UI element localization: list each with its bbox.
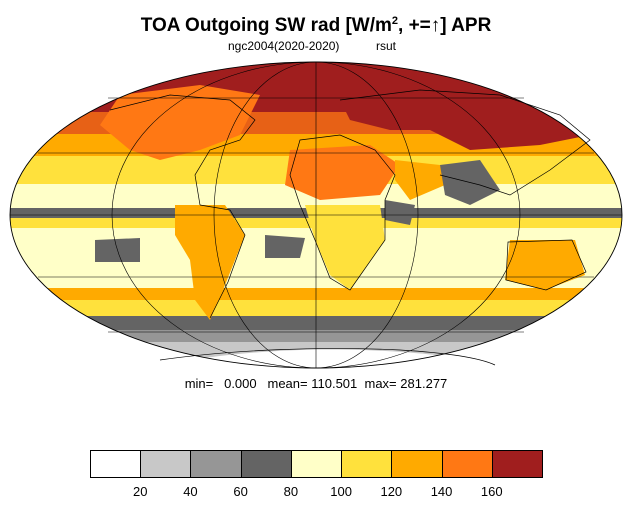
map-outline [9, 61, 623, 369]
field-samerica [175, 205, 245, 320]
colorbar-label-160: 160 [480, 484, 503, 499]
field-cloud-io [385, 200, 415, 225]
stat-max-value: 281.277 [400, 376, 448, 391]
colorbar-box-3 [240, 450, 292, 478]
field-africa-south [305, 205, 385, 290]
stat-max-label: max= [364, 376, 397, 391]
colorbar-box-2 [190, 450, 242, 478]
title-tail: , +=↑] APR [398, 15, 492, 36]
field-sahara [285, 145, 400, 200]
coast-eurasia [339, 89, 591, 196]
colorbar-label-40: 40 [183, 484, 198, 499]
coast-antarctica [159, 348, 496, 366]
colorbar-label-120: 120 [380, 484, 403, 499]
field-australia [505, 240, 585, 290]
coast-samerica [199, 204, 246, 319]
stat-min-label: min= [184, 376, 214, 391]
colorbar-label-60: 60 [233, 484, 248, 499]
stat-mean-value: 110.501 [311, 376, 358, 391]
field-cloud-atl [265, 235, 305, 258]
world-map [9, 61, 623, 369]
coastlines [109, 89, 591, 366]
title-main: TOA Outgoing SW rad [W/m [140, 15, 392, 36]
stat-mean-label: mean= [267, 376, 308, 391]
variable-label: rsut [376, 39, 397, 53]
field-eurasia [330, 80, 590, 150]
colorbar-box-1 [140, 450, 192, 478]
map-panel [9, 61, 623, 369]
colorbar [90, 450, 543, 478]
coast-australia [505, 239, 587, 291]
colorbar-box-0 [90, 450, 142, 478]
colorbar-box-4 [290, 450, 343, 478]
title-superscript: 2 [391, 15, 399, 27]
stat-min-value: 0.000 [224, 376, 257, 391]
plot-title: TOA Outgoing SW rad [W/m2, +=↑] APR [0, 8, 632, 39]
field-namerica [100, 85, 260, 160]
colorbar-label-20: 20 [132, 484, 148, 499]
colorbar-box-8 [491, 450, 543, 478]
colorbar-box-5 [341, 450, 393, 478]
run-label: ngc2004(2020-2020) [228, 39, 340, 53]
colorbar-box-7 [441, 450, 493, 478]
stats-line: min= 0.000 mean= 110.501 max= 281.277 [0, 376, 632, 391]
colorbar-label-80: 80 [283, 484, 299, 499]
colorbar-box-6 [391, 450, 443, 478]
coast-africa [289, 134, 396, 291]
coast-namerica [109, 94, 256, 206]
field-arabia [395, 160, 445, 200]
colorbar-label-100: 100 [330, 484, 352, 499]
colorbar-label-140: 140 [430, 484, 453, 499]
